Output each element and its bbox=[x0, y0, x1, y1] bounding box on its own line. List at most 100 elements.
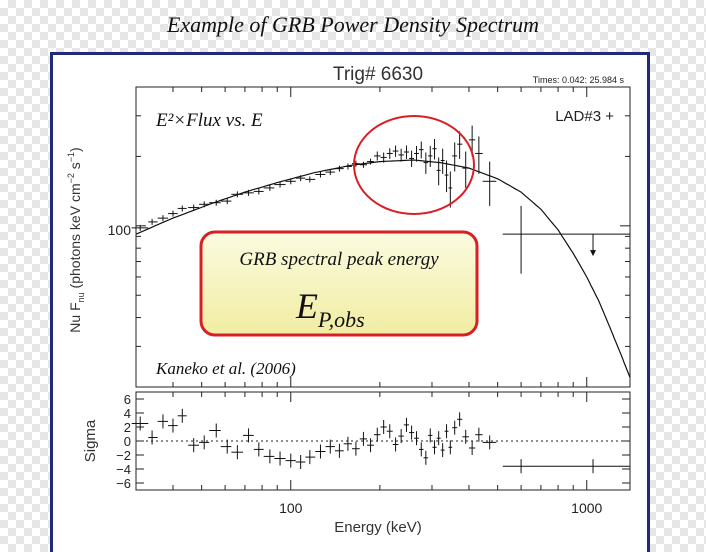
residual-point bbox=[448, 440, 453, 455]
residual-y-tick-label: 2 bbox=[124, 420, 131, 435]
residual-y-tick-label: 6 bbox=[124, 392, 131, 407]
residual-point bbox=[359, 431, 368, 446]
x-tick-label-100: 100 bbox=[279, 500, 303, 516]
residual-y-tick-label: −2 bbox=[116, 448, 131, 463]
citation-annotation: Kaneko et al. (2006) bbox=[155, 359, 296, 378]
spectrum-point bbox=[177, 205, 187, 212]
residual-point bbox=[444, 424, 449, 439]
symbol-main: E bbox=[295, 286, 318, 326]
residual-point bbox=[482, 435, 497, 450]
peak-energy-callout: GRB spectral peak energy EP,obs bbox=[199, 230, 479, 337]
residual-point bbox=[168, 418, 178, 433]
residual-point bbox=[334, 443, 344, 458]
symbol-subscript: P,obs bbox=[317, 307, 365, 332]
y-label-main: Nu F bbox=[67, 302, 83, 332]
spectrum-point bbox=[367, 158, 374, 165]
residual-point bbox=[285, 453, 296, 468]
spectrum-point bbox=[274, 181, 286, 188]
residual-y-tick-label: 4 bbox=[124, 406, 131, 421]
spectrum-point bbox=[168, 210, 178, 217]
y-label-units: (photons keV cm bbox=[67, 183, 83, 292]
spectrum-point bbox=[315, 171, 326, 178]
spectrum-y-axis-label: Nu Fnu (photons keV cm−2 s−1) bbox=[66, 147, 86, 332]
residual-point bbox=[177, 408, 187, 423]
residual-point bbox=[423, 450, 429, 465]
residual-point bbox=[468, 441, 476, 455]
spectrum-point bbox=[403, 145, 410, 159]
residual-point bbox=[409, 425, 415, 440]
residual-point bbox=[414, 431, 419, 446]
spectrum-point bbox=[253, 188, 264, 195]
residual-point bbox=[380, 420, 387, 434]
callout-symbol: EP,obs bbox=[295, 286, 365, 332]
spectrum-point bbox=[409, 150, 415, 167]
model-curve bbox=[135, 159, 631, 378]
callout-box bbox=[199, 230, 479, 337]
spectrum-point bbox=[440, 148, 445, 174]
residual-point bbox=[157, 414, 169, 429]
residual-point bbox=[398, 429, 404, 444]
residual-point bbox=[274, 451, 286, 466]
residual-point bbox=[462, 429, 469, 444]
spectrum-point bbox=[199, 201, 210, 208]
spectrum-point bbox=[373, 151, 381, 161]
spectrum-point bbox=[209, 199, 221, 206]
plot-title: Trig# 6630 bbox=[333, 64, 423, 85]
spectrum-point bbox=[502, 205, 540, 274]
residual-point bbox=[436, 431, 441, 446]
spectrum-point bbox=[448, 171, 453, 208]
residual-point bbox=[539, 459, 630, 474]
residual-point bbox=[253, 442, 264, 457]
spectrum-point bbox=[386, 148, 393, 159]
spectrum-panel: Trig# 6630 Times: 0.042: 25.984 s LAD#3 … bbox=[66, 64, 631, 388]
spectrum-ticks bbox=[135, 86, 630, 388]
residual-y-tick-label: −4 bbox=[116, 462, 131, 477]
residual-y-tick-label: −6 bbox=[116, 476, 131, 491]
y-label-exp1: −2 bbox=[66, 173, 76, 183]
residual-point bbox=[373, 427, 381, 442]
spectrum-point bbox=[325, 169, 335, 176]
residual-point bbox=[343, 436, 352, 451]
y-label-sub: nu bbox=[76, 292, 86, 302]
spectrum-point bbox=[444, 160, 449, 193]
spectrum-point bbox=[380, 152, 387, 163]
residual-point bbox=[386, 424, 393, 439]
spectrum-point bbox=[436, 157, 441, 186]
spectrum-point bbox=[231, 191, 244, 198]
spectrum-point bbox=[359, 161, 368, 168]
residual-point bbox=[315, 444, 326, 459]
spectrum-point bbox=[220, 198, 232, 205]
spectrum-data-points bbox=[131, 125, 630, 274]
spectrum-point bbox=[392, 145, 399, 157]
spectrum-point bbox=[414, 145, 419, 162]
page-title: Example of GRB Power Density Spectrum bbox=[166, 12, 540, 37]
spectrum-point bbox=[428, 145, 433, 167]
spectrum-point bbox=[295, 175, 306, 182]
residual-point bbox=[432, 440, 437, 455]
residual-point bbox=[263, 449, 275, 464]
spectrum-point bbox=[452, 142, 458, 172]
formula-annotation: E²×Flux vs. E bbox=[155, 110, 263, 131]
spectrum-point bbox=[131, 224, 149, 231]
y-label-close: ) bbox=[67, 147, 83, 152]
residual-point bbox=[452, 420, 458, 435]
spectrum-point bbox=[285, 178, 296, 185]
spectrum-point bbox=[157, 215, 169, 222]
spectrum-point bbox=[334, 165, 344, 172]
residual-point bbox=[428, 428, 433, 443]
callout-heading: GRB spectral peak energy bbox=[239, 249, 439, 270]
time-interval-label: Times: 0.042: 25.984 s bbox=[533, 75, 625, 85]
spectrum-point bbox=[148, 218, 158, 225]
residual-point bbox=[148, 430, 158, 445]
residual-point bbox=[418, 442, 424, 457]
residual-point bbox=[231, 445, 244, 460]
spectrum-point bbox=[539, 233, 630, 257]
residual-point bbox=[502, 459, 540, 474]
spectrum-point bbox=[305, 176, 316, 183]
residual-point bbox=[188, 438, 200, 453]
residual-point bbox=[440, 443, 445, 458]
spectrum-point bbox=[482, 161, 497, 206]
